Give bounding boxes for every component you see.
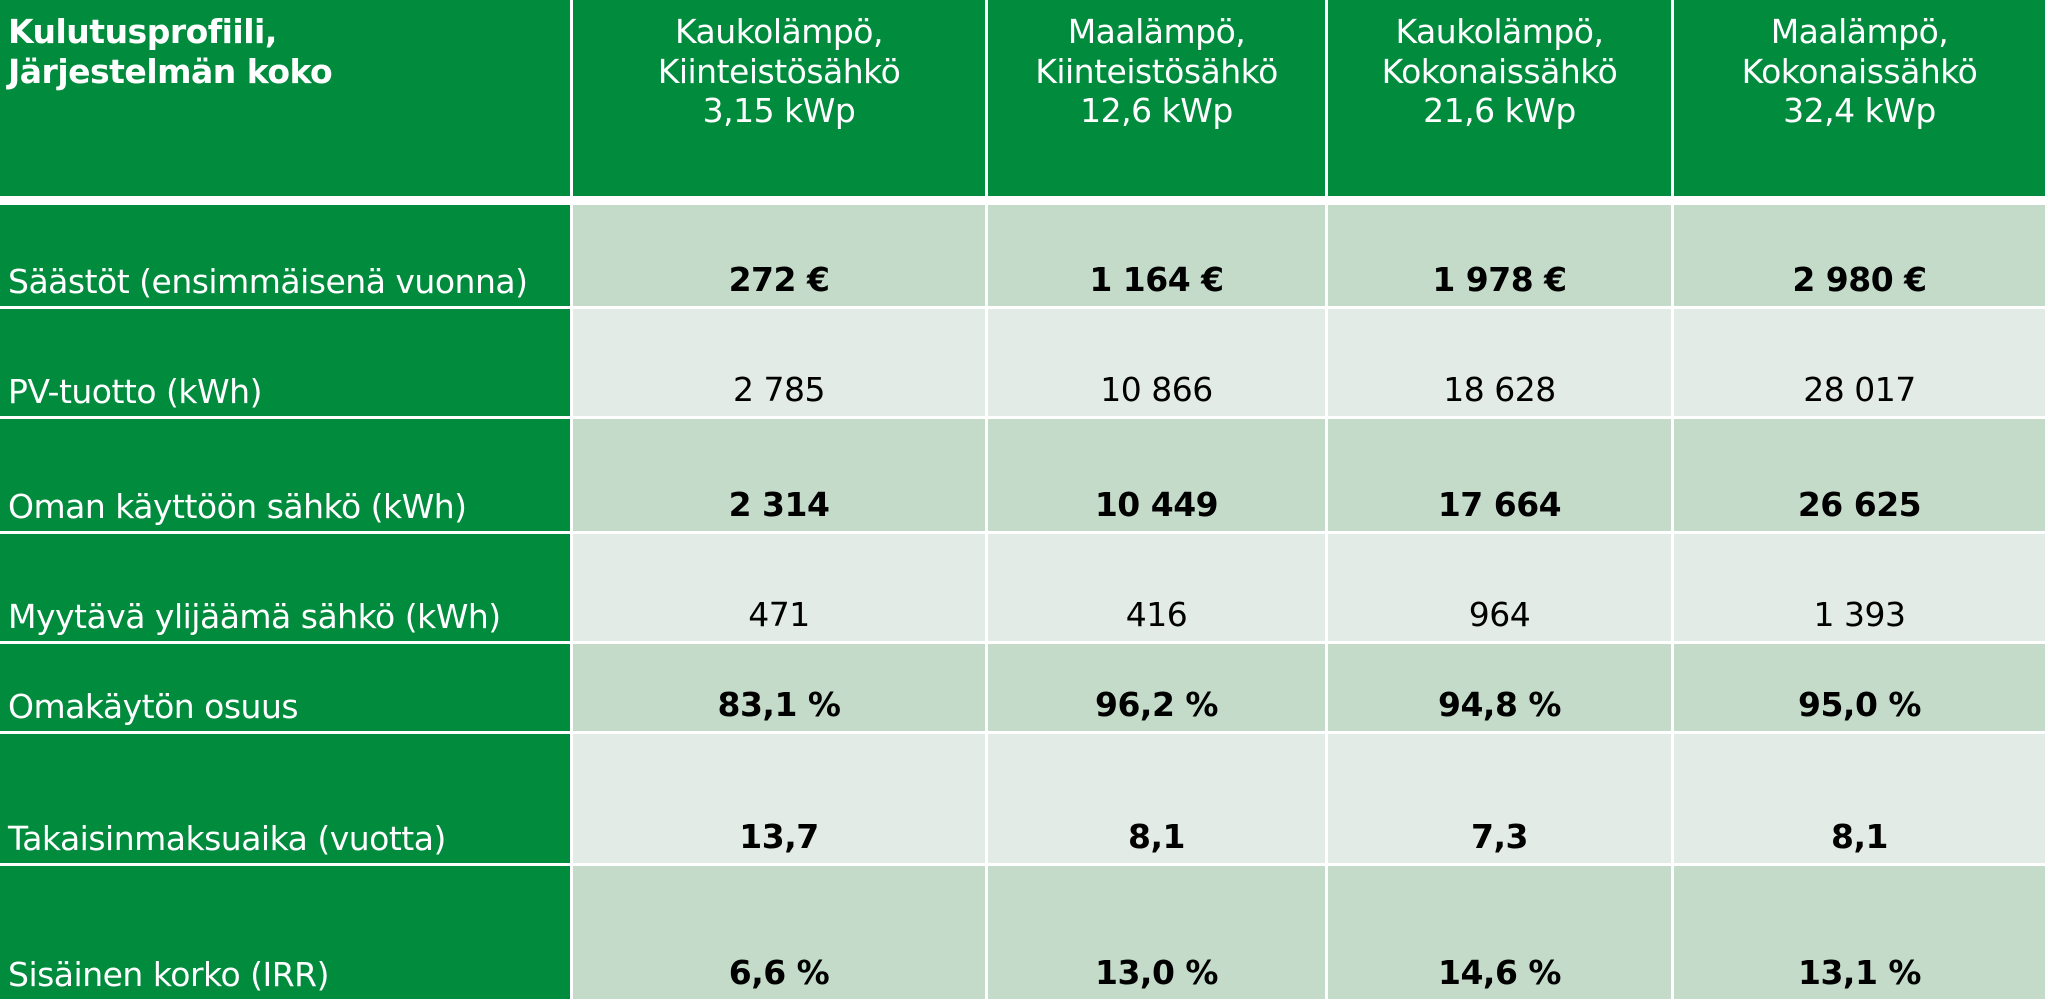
header-line: Kokonaissähkö bbox=[1741, 51, 1978, 91]
value-cell: 6,6 % bbox=[573, 866, 985, 999]
value-cell: 17 664 bbox=[1328, 419, 1671, 531]
header-line: 3,15 kWp bbox=[702, 91, 856, 131]
value-cell: 2 980 € bbox=[1674, 205, 2045, 306]
header-line: Maalämpö, bbox=[1770, 12, 1949, 51]
value-cell: 26 625 bbox=[1674, 419, 2045, 531]
header-line: Kaukolämpö, bbox=[675, 12, 884, 51]
header-line: Maalämpö, bbox=[1067, 12, 1246, 51]
row-label: Oman käyttöön sähkö (kWh) bbox=[0, 419, 570, 531]
row-label: Myytävä ylijäämä sähkö (kWh) bbox=[0, 534, 570, 641]
header-line: 12,6 kWp bbox=[1080, 91, 1233, 131]
row-label: Takaisinmaksuaika (vuotta) bbox=[0, 734, 570, 863]
value-cell: 2 785 bbox=[573, 309, 985, 416]
header-line: Kokonaissähkö bbox=[1381, 51, 1618, 91]
value-cell: 8,1 bbox=[988, 734, 1325, 863]
value-cell: 28 017 bbox=[1674, 309, 2045, 416]
header-title-line: Järjestelmän koko bbox=[8, 51, 333, 91]
header-title-line: Kulutusprofiili, bbox=[8, 12, 277, 51]
value-cell: 14,6 % bbox=[1328, 866, 1671, 999]
value-cell: 10 449 bbox=[988, 419, 1325, 531]
header-line: Kaukolämpö, bbox=[1395, 12, 1605, 51]
value-cell: 95,0 % bbox=[1674, 644, 2045, 731]
value-cell: 83,1 % bbox=[573, 644, 985, 731]
header-cell: Maalämpö, Kiinteistösähkö 12,6 kWp bbox=[988, 0, 1325, 196]
value-cell: 18 628 bbox=[1328, 309, 1671, 416]
value-cell: 2 314 bbox=[573, 419, 985, 531]
row-label: Omakäytön osuus bbox=[0, 644, 570, 731]
value-cell: 10 866 bbox=[988, 309, 1325, 416]
value-cell: 964 bbox=[1328, 534, 1671, 641]
value-cell: 8,1 bbox=[1674, 734, 2045, 863]
value-cell: 13,0 % bbox=[988, 866, 1325, 999]
value-cell: 94,8 % bbox=[1328, 644, 1671, 731]
header-line: 32,4 kWp bbox=[1783, 91, 1936, 131]
value-cell: 471 bbox=[573, 534, 985, 641]
row-label: Säästöt (ensimmäisenä vuonna) bbox=[0, 205, 570, 306]
value-cell: 416 bbox=[988, 534, 1325, 641]
value-cell: 13,7 bbox=[573, 734, 985, 863]
header-cell: Kaukolämpö, Kiinteistösähkö 3,15 kWp bbox=[573, 0, 985, 196]
header-line: Kiinteistösähkö bbox=[657, 51, 901, 91]
value-cell: 1 978 € bbox=[1328, 205, 1671, 306]
row-label: PV-tuotto (kWh) bbox=[0, 309, 570, 416]
header-cell: Kaukolämpö, Kokonaissähkö 21,6 kWp bbox=[1328, 0, 1671, 196]
row-label: Sisäinen korko (IRR) bbox=[0, 866, 570, 999]
value-cell: 272 € bbox=[573, 205, 985, 306]
value-cell: 96,2 % bbox=[988, 644, 1325, 731]
header-line: Kiinteistösähkö bbox=[1035, 51, 1278, 91]
value-cell: 1 164 € bbox=[988, 205, 1325, 306]
header-cell: Maalämpö, Kokonaissähkö 32,4 kWp bbox=[1674, 0, 2045, 196]
value-cell: 7,3 bbox=[1328, 734, 1671, 863]
header-cell: Kulutusprofiili, Järjestelmän koko bbox=[0, 0, 570, 196]
value-cell: 13,1 % bbox=[1674, 866, 2045, 999]
header-line: 21,6 kWp bbox=[1423, 91, 1576, 131]
value-cell: 1 393 bbox=[1674, 534, 2045, 641]
